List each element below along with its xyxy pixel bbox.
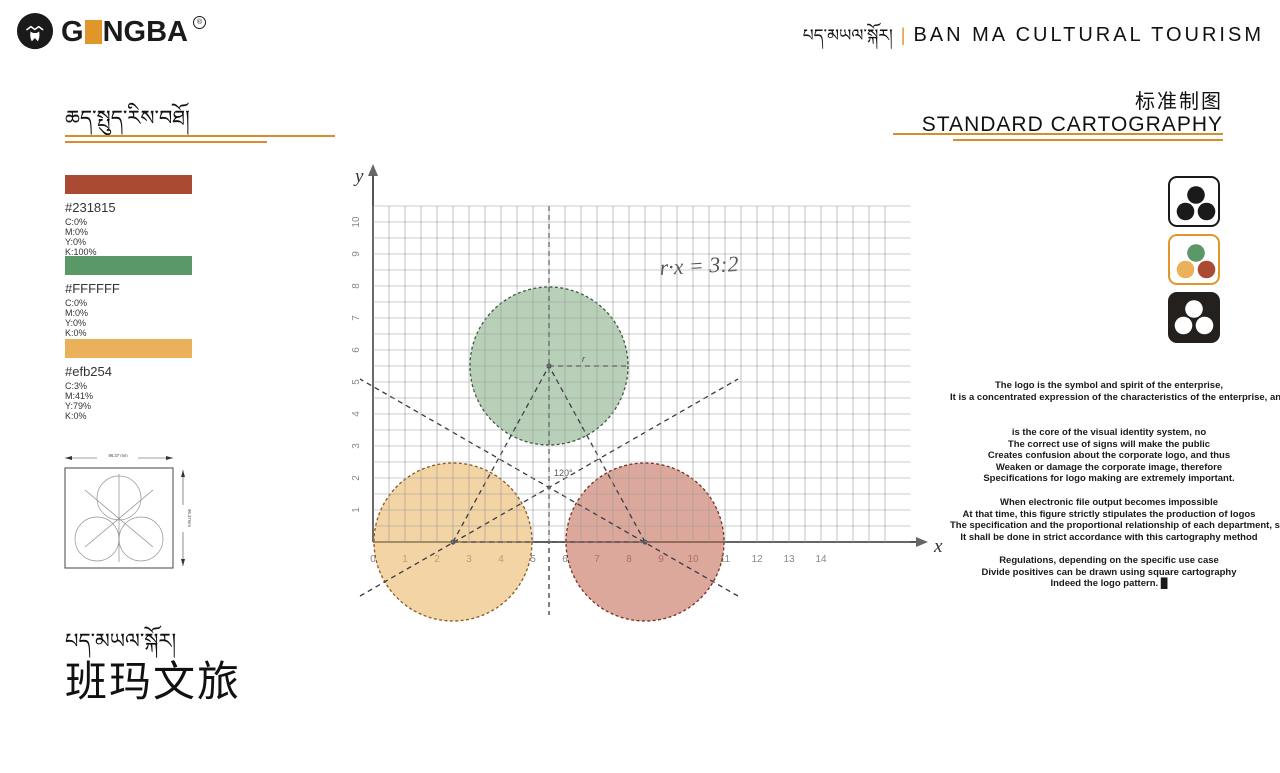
- svg-text:1: 1: [351, 507, 362, 513]
- svg-text:12: 12: [751, 554, 763, 565]
- svg-text:120°: 120°: [554, 468, 573, 478]
- svg-text:r·x = 3:2: r·x = 3:2: [659, 251, 739, 280]
- svg-text:y: y: [353, 166, 364, 187]
- svg-text:14: 14: [815, 554, 827, 565]
- svg-text:10: 10: [351, 216, 362, 228]
- svg-text:3: 3: [351, 443, 362, 449]
- svg-text:13: 13: [783, 554, 795, 565]
- svg-text:9: 9: [351, 251, 362, 257]
- svg-text:2: 2: [351, 475, 362, 481]
- svg-text:4: 4: [351, 411, 362, 417]
- svg-text:x: x: [933, 536, 943, 557]
- svg-text:6: 6: [351, 347, 362, 353]
- svg-text:7: 7: [351, 315, 362, 321]
- svg-text:8: 8: [351, 283, 362, 289]
